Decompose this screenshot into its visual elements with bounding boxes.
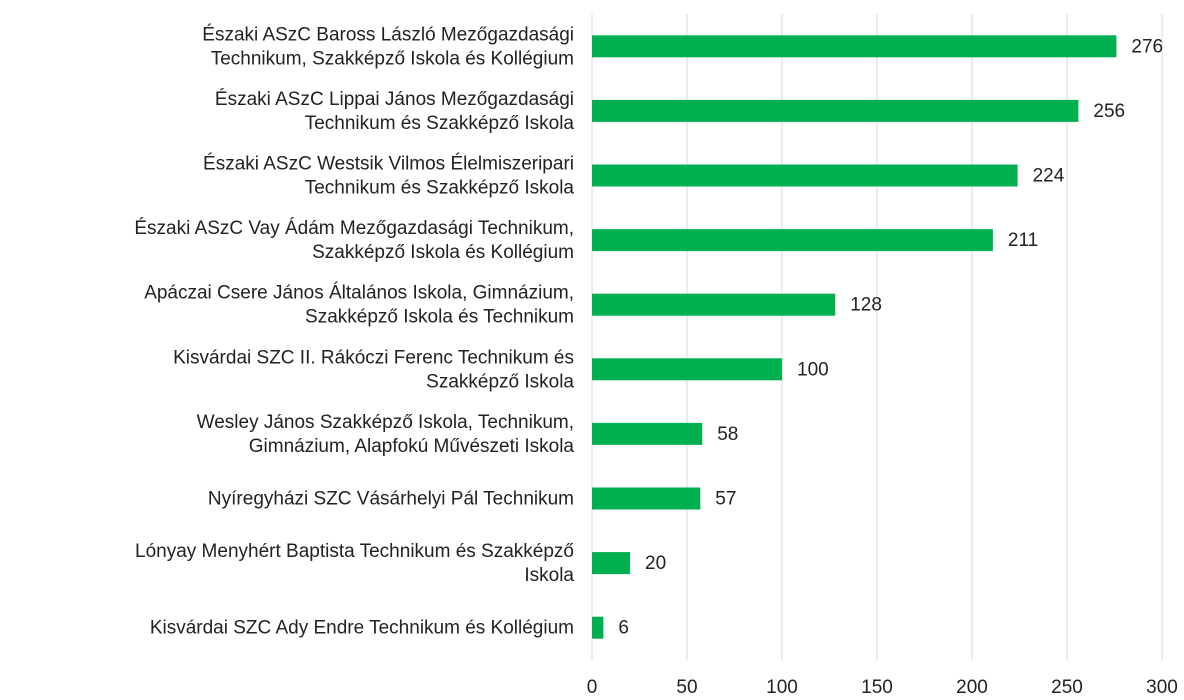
bar [592,35,1117,58]
x-tick-label: 300 [1146,677,1178,698]
y-tick-label: Wesley János Szakképző Iskola, Technikum… [197,412,574,433]
value-label: 256 [1093,101,1125,122]
y-tick-label: Szakképző Iskola [426,371,574,392]
bar [592,293,836,316]
value-label: 211 [1008,230,1038,251]
bar [592,552,630,575]
y-tick-label: Technikum és Szakképző Iskola [305,178,575,199]
y-tick-label: Északi ASzC Vay Ádám Mezőgazdasági Techn… [134,218,574,239]
y-tick-label: Gimnázium, Alapfokú Művészeti Iskola [249,436,575,457]
value-label: 100 [797,359,829,380]
bar [592,422,703,445]
value-label: 57 [715,489,736,510]
y-tick-label: Nyíregyházi SZC Vásárhelyi Pál Technikum [208,489,574,510]
y-tick-label: Kisvárdai SZC II. Rákóczi Ferenc Technik… [173,347,574,368]
y-tick-label: Technikum, Szakképző Iskola és Kollégium [211,48,574,69]
y-tick-label: Északi ASzC Lippai János Mezőgazdasági [215,89,574,110]
y-tick-label: Északi ASzC Baross László Mezőgazdasági [202,24,574,45]
x-tick-label: 250 [1051,677,1083,698]
bar [592,99,1079,122]
bar [592,616,604,639]
x-tick-label: 200 [956,677,988,698]
bar [592,358,782,381]
y-tick-label: Kisvárdai SZC Ady Endre Technikum és Kol… [150,618,574,639]
value-label: 6 [618,618,629,639]
x-tick-label: 0 [587,677,598,698]
x-tick-label: 50 [676,677,697,698]
y-tick-label: Iskola [524,565,574,586]
value-label: 276 [1131,36,1163,57]
x-tick-label: 100 [766,677,798,698]
value-label: 224 [1033,166,1065,187]
y-tick-label: Szakképző Iskola és Kollégium [312,242,574,263]
value-label: 58 [717,424,738,445]
y-tick-label: Technikum és Szakképző Iskola [305,113,575,134]
y-tick-label: Szakképző Iskola és Technikum [305,307,574,328]
bar [592,229,993,252]
y-tick-label: Északi ASzC Westsik Vilmos Élelmiszeripa… [203,154,574,175]
y-tick-label: Apáczai Csere János Általános Iskola, Gi… [144,283,574,304]
y-tick-label: Lónyay Menyhért Baptista Technikum és Sz… [135,541,574,562]
bar [592,487,701,510]
x-tick-label: 150 [861,677,893,698]
value-label: 20 [645,553,666,574]
bar [592,164,1018,187]
value-label: 128 [850,295,882,316]
